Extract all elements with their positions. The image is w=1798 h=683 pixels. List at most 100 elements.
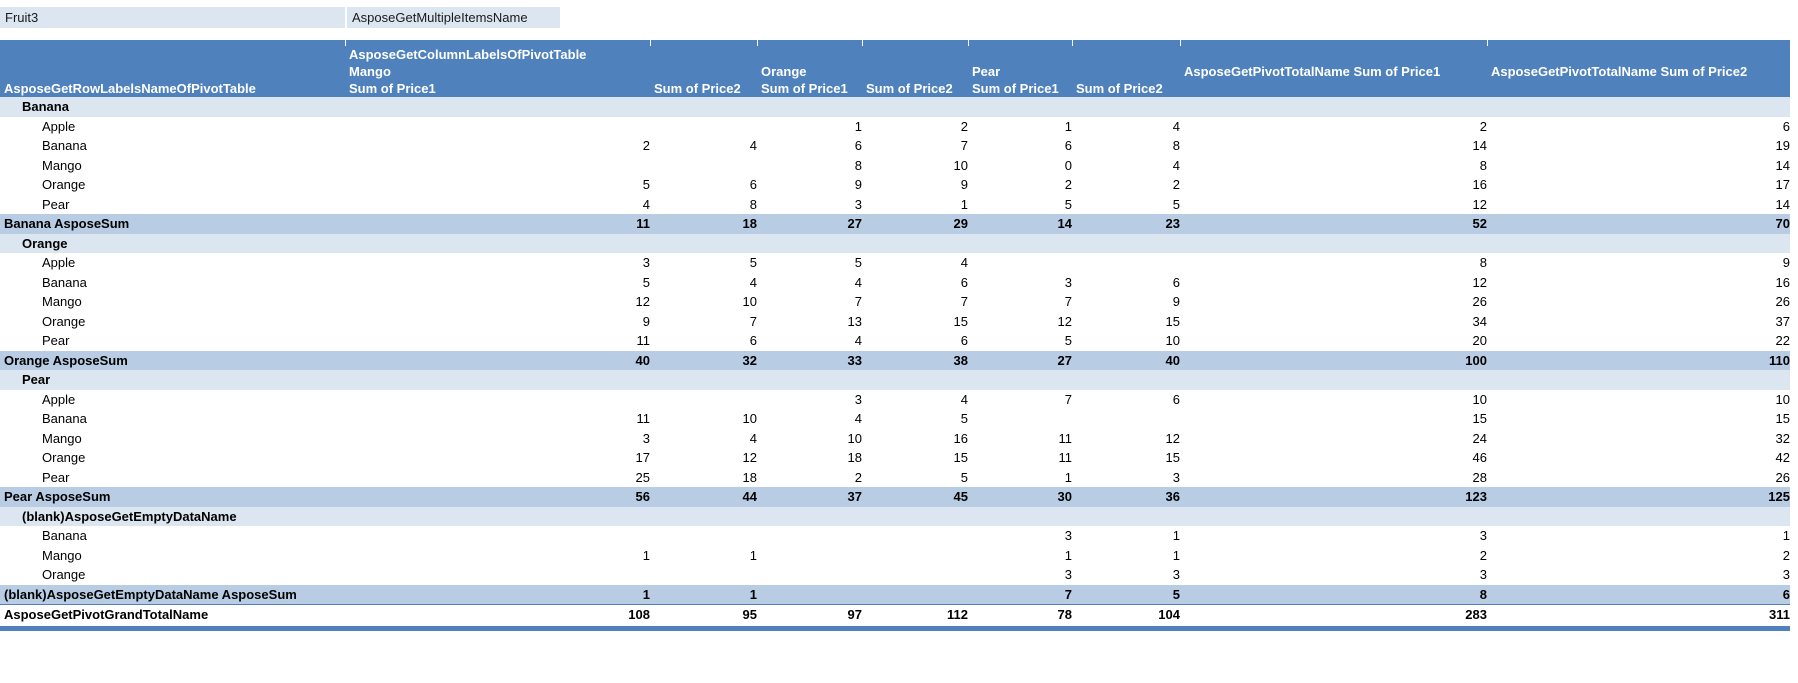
- value-cell: 4: [650, 136, 757, 156]
- table-row-item: Orange 17 12 18 15 11 15 46 42: [0, 448, 1790, 468]
- row-label: Orange AsposeSum: [0, 350, 345, 370]
- value-cell: 18: [757, 448, 862, 468]
- value-cell: [1072, 97, 1180, 117]
- row-label: Orange: [0, 448, 345, 468]
- value-cell: [345, 155, 650, 175]
- row-label: Mango: [0, 155, 345, 175]
- value-cell: [345, 97, 650, 117]
- value-cell: 4: [757, 331, 862, 351]
- value-cell: 7: [968, 584, 1072, 604]
- row-label: Banana: [0, 136, 345, 156]
- subheader-sum-price2: Sum of Price2: [862, 80, 968, 97]
- value-cell: 12: [1072, 428, 1180, 448]
- table-row-item: Orange 5 6 9 9 2 2 16 17: [0, 175, 1790, 195]
- value-cell: 40: [345, 350, 650, 370]
- value-cell: 4: [650, 272, 757, 292]
- value-cell: 27: [757, 214, 862, 234]
- value-cell: 1: [650, 545, 757, 565]
- value-cell: 5: [968, 331, 1072, 351]
- value-cell: 1: [650, 584, 757, 604]
- value-cell: 8: [1180, 584, 1487, 604]
- value-cell: 110: [1487, 350, 1790, 370]
- value-cell: [862, 584, 968, 604]
- column-labels-title: AsposeGetColumnLabelsOfPivotTable: [345, 46, 1790, 63]
- value-cell: [1487, 97, 1790, 117]
- table-row-group: Banana: [0, 97, 1790, 117]
- value-cell: [862, 370, 968, 390]
- value-cell: 32: [650, 350, 757, 370]
- value-cell: [650, 233, 757, 253]
- value-cell: [345, 526, 650, 546]
- value-cell: 22: [1487, 331, 1790, 351]
- value-cell: 2: [757, 467, 862, 487]
- value-cell: 11: [968, 428, 1072, 448]
- value-cell: 4: [1072, 155, 1180, 175]
- value-cell: 30: [968, 487, 1072, 507]
- value-cell: 24: [1180, 428, 1487, 448]
- value-cell: [1180, 97, 1487, 117]
- value-cell: 18: [650, 467, 757, 487]
- table-row-group: (blank)AsposeGetEmptyDataName: [0, 506, 1790, 526]
- value-cell: 9: [757, 175, 862, 195]
- value-cell: [345, 506, 650, 526]
- value-cell: 15: [862, 448, 968, 468]
- value-cell: 4: [345, 194, 650, 214]
- value-cell: 8: [1180, 155, 1487, 175]
- table-row-item: Mango 8 10 0 4 8 14: [0, 155, 1790, 175]
- pivot-table: AsposeGetColumnLabelsOfPivotTable Mango …: [0, 40, 1790, 624]
- value-cell: [1487, 233, 1790, 253]
- pivot-body: Banana Apple 1 2 1 4 2 6 Banana 2 4 6 7 6 8 14 19 Mango 8 1…: [0, 97, 1790, 624]
- value-cell: 15: [1072, 448, 1180, 468]
- value-cell: [757, 506, 862, 526]
- filter-field-label: Fruit3: [0, 7, 345, 28]
- table-row-item: Apple 3 4 7 6 10 10: [0, 389, 1790, 409]
- table-row-item: Apple 3 5 5 4 8 9: [0, 253, 1790, 273]
- value-cell: 5: [757, 253, 862, 273]
- row-label: Orange: [0, 175, 345, 195]
- total-header-price1: AsposeGetPivotTotalName Sum of Price1: [1180, 63, 1487, 80]
- value-cell: 7: [650, 311, 757, 331]
- value-cell: [650, 116, 757, 136]
- row-label: Pear: [0, 370, 345, 390]
- row-label: Banana: [0, 409, 345, 429]
- value-cell: 11: [968, 448, 1072, 468]
- value-cell: [345, 389, 650, 409]
- value-cell: 4: [1072, 116, 1180, 136]
- value-cell: 2: [862, 116, 968, 136]
- row-label: Mango: [0, 292, 345, 312]
- report-filter-bar: Fruit3 AsposeGetMultipleItemsName: [0, 7, 560, 28]
- value-cell: 2: [1487, 545, 1790, 565]
- value-cell: [650, 526, 757, 546]
- value-cell: 16: [1180, 175, 1487, 195]
- value-cell: 5: [345, 272, 650, 292]
- value-cell: 2: [1180, 116, 1487, 136]
- value-cell: 19: [1487, 136, 1790, 156]
- value-cell: 6: [650, 331, 757, 351]
- value-cell: 10: [650, 292, 757, 312]
- value-cell: [757, 545, 862, 565]
- value-cell: 23: [1072, 214, 1180, 234]
- value-cell: [1072, 370, 1180, 390]
- table-row-item: Banana 2 4 6 7 6 8 14 19: [0, 136, 1790, 156]
- value-cell: 1: [968, 545, 1072, 565]
- value-cell: 11: [345, 214, 650, 234]
- value-cell: 14: [1487, 194, 1790, 214]
- value-cell: [345, 116, 650, 136]
- value-cell: 123: [1180, 487, 1487, 507]
- value-cell: 10: [862, 155, 968, 175]
- row-label: Banana: [0, 272, 345, 292]
- filter-value-cell[interactable]: AsposeGetMultipleItemsName: [347, 7, 560, 28]
- value-cell: [862, 506, 968, 526]
- value-cell: 6: [968, 136, 1072, 156]
- value-cell: 42: [1487, 448, 1790, 468]
- value-cell: 1: [345, 584, 650, 604]
- value-cell: 12: [650, 448, 757, 468]
- subheader-sum-price1: Sum of Price1: [757, 80, 862, 97]
- header-subcolumns-row: AsposeGetRowLabelsNameOfPivotTable Sum o…: [0, 80, 1790, 97]
- value-cell: [862, 565, 968, 585]
- value-cell: 9: [862, 175, 968, 195]
- value-cell: 97: [757, 603, 862, 624]
- value-cell: 3: [968, 272, 1072, 292]
- value-cell: 1: [1072, 545, 1180, 565]
